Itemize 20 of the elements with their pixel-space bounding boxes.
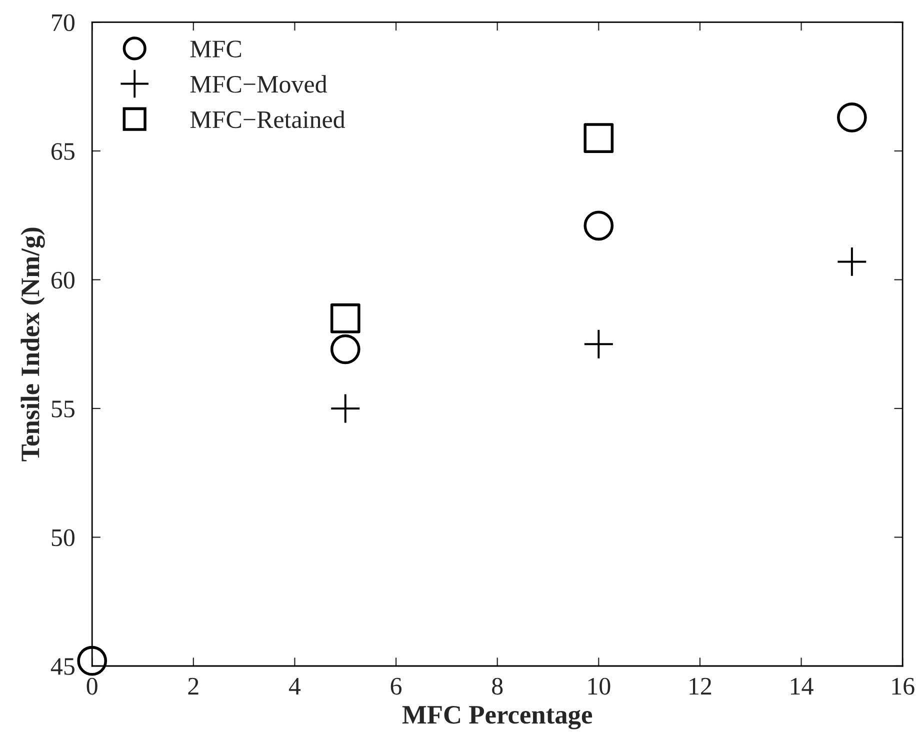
y-tick-label: 55 xyxy=(52,400,74,418)
x-tick-label: 8 xyxy=(492,678,503,695)
y-tick-label: 65 xyxy=(52,143,74,160)
x-axis-title: MFC Percentage xyxy=(402,706,592,730)
x-tick-label: 6 xyxy=(390,678,402,695)
y-axis-title: Tensile Index (Nm/g) xyxy=(20,228,45,462)
legend-label: MFC−Retained xyxy=(190,110,346,128)
x-tick-label: 16 xyxy=(892,678,914,695)
y-tick-label: 60 xyxy=(52,272,74,289)
x-tick-label: 0 xyxy=(86,678,98,695)
x-tick-label: 2 xyxy=(188,678,198,694)
y-tick-label: 45 xyxy=(50,658,74,675)
legend-label: MFC−Moved xyxy=(190,75,328,93)
x-tick-label: 4 xyxy=(288,678,301,694)
y-tick-label: 50 xyxy=(52,529,74,546)
x-tick-label: 10 xyxy=(588,678,610,695)
x-tick-label: 12 xyxy=(690,678,712,694)
legend-label: MFC xyxy=(190,40,242,58)
x-tick-label: 14 xyxy=(790,678,814,694)
y-tick-label: 70 xyxy=(52,14,74,32)
